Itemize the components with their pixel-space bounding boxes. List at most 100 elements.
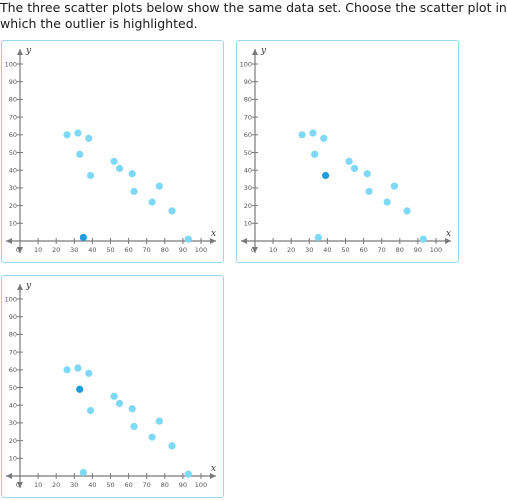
- x-axis-label: x: [446, 229, 451, 239]
- x-tick-label: 10: [34, 246, 42, 254]
- x-tick-label: 20: [52, 246, 60, 254]
- data-point: [148, 433, 156, 441]
- y-tick-label: 90: [9, 78, 17, 86]
- y-tick-label: 80: [244, 96, 252, 104]
- x-tick-label: 10: [269, 246, 277, 254]
- data-point: [63, 366, 71, 374]
- x-tick-label: 100: [195, 481, 207, 489]
- scatter-plot-2: x y 0 10 20 30 40 50 60 70 80 90 100 10 20 30 40 50 60 70 80…: [240, 46, 452, 254]
- y-axis-label: y: [25, 281, 32, 291]
- x-tick-label: 0: [16, 481, 20, 489]
- y-tick-label: 30: [9, 184, 17, 192]
- y-axis-arrow: [252, 49, 258, 55]
- x-tick-label: 80: [161, 246, 169, 254]
- data-point: [86, 171, 95, 180]
- y-tick-label: 80: [9, 96, 17, 104]
- data-point: [155, 182, 163, 190]
- y-tick-label: 70: [9, 113, 17, 121]
- data-point: [320, 134, 328, 142]
- x-tick-label: 10: [34, 481, 42, 489]
- data-point: [419, 235, 427, 243]
- x-tick-label: 40: [88, 481, 96, 489]
- y-tick-label: 60: [244, 131, 252, 139]
- x-tick-label: 90: [179, 246, 187, 254]
- x-tick-label: 50: [106, 481, 114, 489]
- x-axis-label: x: [211, 464, 216, 474]
- highlighted-point: [76, 385, 84, 393]
- scatter-plot-3: x y 0 10 20 30 40 50 60 70 80 90 100 10 20 30 40 50 60 70 80…: [5, 281, 217, 489]
- data-point: [115, 164, 124, 173]
- data-point: [85, 134, 93, 142]
- x-axis-arrow-left: [241, 238, 247, 244]
- y-tick-label: 60: [9, 131, 17, 139]
- y-tick-label: 100: [5, 60, 17, 68]
- y-tick-label: 40: [9, 167, 17, 175]
- x-axis-arrow-left: [6, 238, 12, 244]
- y-tick-label: 70: [9, 348, 17, 356]
- x-tick-label: 30: [305, 246, 313, 254]
- x-axis-arrow: [210, 238, 216, 244]
- x-tick-label: 20: [287, 246, 295, 254]
- data-point: [168, 442, 176, 450]
- scatter-plot-choice-2[interactable]: x y 0 10 20 30 40 50 60 70 80 90 100 10 20 30 40 50 60 70 80…: [236, 40, 459, 263]
- data-point: [115, 399, 124, 408]
- y-axis-arrow: [17, 49, 23, 55]
- y-axis-arrow-down: [17, 482, 23, 488]
- data-point: [86, 406, 95, 415]
- y-tick-label: 100: [240, 60, 252, 68]
- data-point: [85, 369, 93, 377]
- data-point: [128, 405, 136, 413]
- y-tick-label: 80: [9, 331, 17, 339]
- x-tick-label: 90: [179, 481, 187, 489]
- y-axis-arrow: [17, 284, 23, 290]
- data-point: [363, 170, 371, 178]
- y-tick-label: 10: [244, 220, 252, 228]
- x-axis-label: x: [211, 229, 216, 239]
- y-axis-arrow-down: [252, 247, 258, 253]
- x-tick-label: 30: [70, 481, 78, 489]
- y-tick-label: 70: [244, 113, 252, 121]
- y-tick-label: 20: [9, 202, 17, 210]
- x-tick-label: 90: [414, 246, 422, 254]
- x-tick-label: 40: [88, 246, 96, 254]
- y-axis-label: y: [25, 46, 32, 56]
- y-tick-label: 40: [244, 167, 252, 175]
- data-point: [74, 364, 82, 372]
- x-tick-label: 100: [430, 246, 442, 254]
- data-point: [345, 157, 353, 165]
- y-tick-label: 50: [9, 384, 17, 392]
- y-tick-label: 60: [9, 366, 17, 374]
- data-point: [311, 150, 319, 158]
- data-point: [309, 129, 317, 137]
- y-tick-label: 10: [9, 220, 17, 228]
- data-point: [390, 182, 398, 190]
- y-tick-label: 90: [9, 313, 17, 321]
- x-tick-label: 100: [195, 246, 207, 254]
- highlighted-point: [321, 171, 330, 180]
- y-tick-label: 20: [244, 202, 252, 210]
- highlighted-point: [79, 233, 87, 242]
- data-point: [383, 198, 391, 206]
- x-tick-label: 80: [396, 246, 404, 254]
- y-tick-label: 100: [5, 295, 17, 303]
- x-axis-arrow-left: [6, 473, 12, 479]
- data-point: [155, 417, 163, 425]
- question-prompt: The three scatter plots below show the s…: [0, 0, 507, 31]
- x-tick-label: 80: [161, 481, 169, 489]
- x-tick-label: 0: [16, 246, 20, 254]
- y-tick-label: 30: [9, 419, 17, 427]
- x-tick-label: 30: [70, 246, 78, 254]
- scatter-plot-choice-3[interactable]: x y 0 10 20 30 40 50 60 70 80 90 100 10 20 30 40 50 60 70 80…: [1, 275, 224, 498]
- y-axis-arrow-down: [17, 247, 23, 253]
- x-tick-label: 50: [341, 246, 349, 254]
- x-tick-label: 70: [143, 481, 151, 489]
- scatter-plot-choice-1[interactable]: x y 0 10 20 30 40 50 60 70 80 90 100 10 20 30 40 50 60 70 80…: [1, 40, 224, 263]
- data-point: [298, 131, 306, 139]
- x-tick-label: 40: [323, 246, 331, 254]
- data-point: [76, 150, 84, 158]
- y-tick-label: 20: [9, 437, 17, 445]
- data-point: [110, 392, 118, 400]
- y-tick-label: 10: [9, 455, 17, 463]
- data-point: [350, 164, 359, 173]
- x-tick-label: 60: [359, 246, 367, 254]
